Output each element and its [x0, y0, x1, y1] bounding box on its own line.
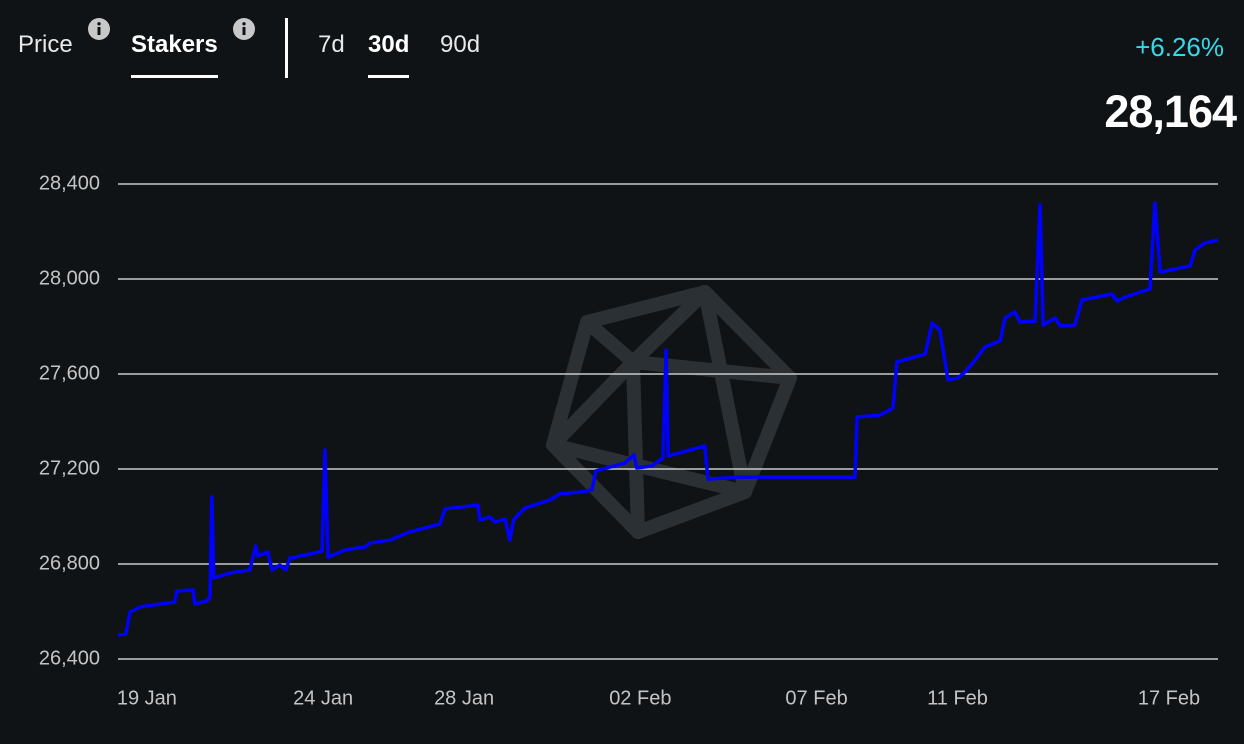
x-tick-label: 17 Feb: [1138, 687, 1200, 709]
tab-stakers[interactable]: Stakers: [131, 31, 218, 78]
x-tick-label: 24 Jan: [293, 687, 353, 709]
y-tick-label: 27,600: [39, 362, 100, 384]
x-tick-label: 07 Feb: [785, 687, 847, 709]
x-tick-label: 19 Jan: [117, 687, 177, 709]
info-icon[interactable]: [232, 17, 256, 41]
current-value: 28,164: [1104, 86, 1237, 137]
divider: [285, 18, 288, 78]
y-tick-label: 28,000: [39, 267, 100, 289]
range-90d[interactable]: 90d: [440, 31, 481, 58]
watermark: [546, 285, 797, 539]
data-line: [117, 201, 1219, 637]
range-7d[interactable]: 7d: [318, 31, 345, 58]
y-tick-label: 27,200: [39, 457, 100, 479]
y-tick-label: 26,400: [39, 647, 100, 669]
x-tick-label: 28 Jan: [434, 687, 494, 709]
change-percent: +6.26%: [1135, 32, 1224, 62]
x-tick-label: 11 Feb: [927, 687, 988, 709]
info-icon[interactable]: [87, 17, 111, 41]
y-tick-label: 26,800: [39, 552, 100, 574]
y-tick-label: 28,400: [39, 172, 100, 194]
range-30d[interactable]: 30d: [368, 31, 410, 78]
tab-price[interactable]: Price: [18, 31, 73, 58]
x-tick-label: 02 Feb: [609, 687, 671, 709]
